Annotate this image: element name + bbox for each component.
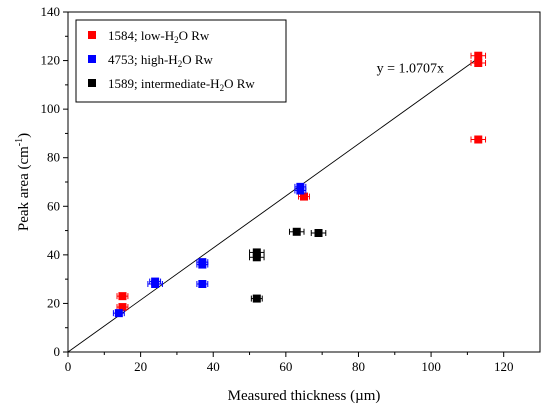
data-point bbox=[198, 258, 207, 267]
data-point bbox=[474, 51, 483, 60]
legend-label: 4753; high-H2O Rw bbox=[108, 52, 214, 69]
y-tick-label: 40 bbox=[47, 247, 60, 262]
legend-box bbox=[75, 19, 287, 103]
data-points bbox=[112, 51, 487, 318]
legend-marker bbox=[88, 31, 96, 39]
data-point bbox=[252, 294, 261, 303]
y-axis-title-main: Peak area (cm bbox=[16, 146, 32, 231]
legend-label: 1584; low-H2O Rw bbox=[108, 28, 210, 45]
y-axis-title: Peak area (cm-1) bbox=[14, 133, 32, 231]
y-tick-label: 20 bbox=[47, 295, 60, 310]
data-point bbox=[114, 309, 123, 318]
data-point bbox=[314, 229, 323, 237]
data-point bbox=[151, 277, 160, 286]
data-point bbox=[118, 303, 127, 312]
y-tick-label: 0 bbox=[54, 344, 61, 359]
y-tick-label: 60 bbox=[47, 198, 60, 213]
y-tick-label: 120 bbox=[41, 53, 61, 68]
legend: 1584; low-H2O Rw 4753; high-H2O Rw 1589; i… bbox=[75, 19, 287, 103]
data-point bbox=[296, 186, 305, 195]
data-point bbox=[292, 227, 301, 236]
y-axis-title-end: ) bbox=[16, 133, 32, 138]
fit-equation-label: y = 1.0707x bbox=[377, 62, 444, 77]
legend-marker bbox=[88, 79, 96, 87]
data-point bbox=[474, 59, 483, 67]
y-tick-label: 100 bbox=[41, 101, 61, 116]
fit-line bbox=[67, 57, 479, 353]
x-tick-label: 100 bbox=[421, 359, 441, 374]
data-point bbox=[300, 192, 308, 201]
x-tick-label: 20 bbox=[134, 359, 147, 374]
data-point bbox=[474, 135, 483, 144]
data-point bbox=[118, 292, 127, 301]
x-axis-title: Measured thickness (µm) bbox=[228, 388, 381, 404]
legend-label: 1589; intermediate-H2O Rw bbox=[108, 76, 255, 93]
x-tick-label: 80 bbox=[352, 359, 365, 374]
x-tick-label: 40 bbox=[207, 359, 220, 374]
fit-line-group bbox=[67, 57, 479, 353]
data-point bbox=[198, 280, 207, 288]
data-point bbox=[252, 253, 261, 262]
x-tick-label: 60 bbox=[279, 359, 292, 374]
y-tick-label: 80 bbox=[47, 150, 60, 165]
y-axis-title-sup: -1 bbox=[14, 138, 25, 146]
x-tick-label: 0 bbox=[65, 359, 72, 374]
data-point bbox=[252, 248, 261, 257]
legend-marker bbox=[88, 55, 96, 63]
y-tick-label: 140 bbox=[41, 4, 61, 19]
axes: 0 20 40 60 80 100 120 0 20 40 60 80 100 120 140 bbox=[41, 4, 541, 374]
x-tick-label: 120 bbox=[494, 359, 514, 374]
